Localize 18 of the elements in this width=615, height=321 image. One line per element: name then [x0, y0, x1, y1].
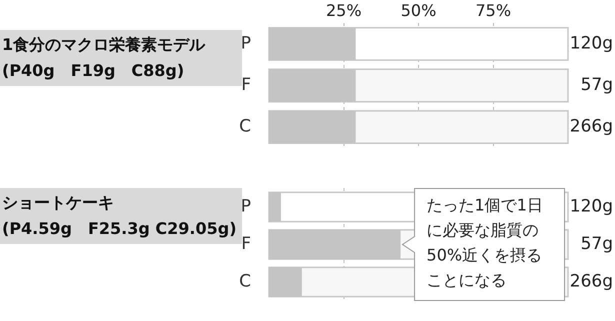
text: 266g — [570, 271, 613, 292]
y-tick-label: C — [239, 271, 251, 292]
text: 120g — [570, 196, 613, 216]
text: 120g — [570, 33, 613, 54]
y-tick-label: P — [240, 196, 251, 216]
y-tick-label: C — [239, 116, 251, 136]
text: 57g — [580, 74, 613, 95]
text: 266g — [570, 116, 613, 136]
y-tick-label: P — [240, 33, 251, 54]
y-tick-label: F — [241, 74, 251, 95]
x-tick-label: 25% — [326, 0, 362, 20]
y-tick-label: F — [241, 234, 251, 254]
text: 57g — [580, 234, 613, 254]
x-tick-label: 75% — [475, 0, 512, 20]
x-tick-label: 50% — [400, 0, 436, 20]
text: 1食分のマクロ栄養素モデル (P40g F19g C88g) — [2, 32, 242, 84]
annotation: たった1個で1日に必要な脂質の50%近くを摂ることになる — [426, 196, 543, 290]
text: ショートケーキ (P4.59g F25.3g C29.05g) — [2, 190, 242, 242]
